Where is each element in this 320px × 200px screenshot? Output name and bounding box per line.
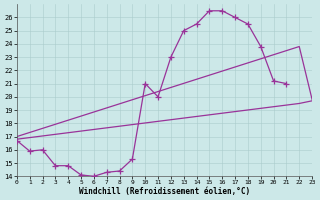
X-axis label: Windchill (Refroidissement éolien,°C): Windchill (Refroidissement éolien,°C): [79, 187, 250, 196]
